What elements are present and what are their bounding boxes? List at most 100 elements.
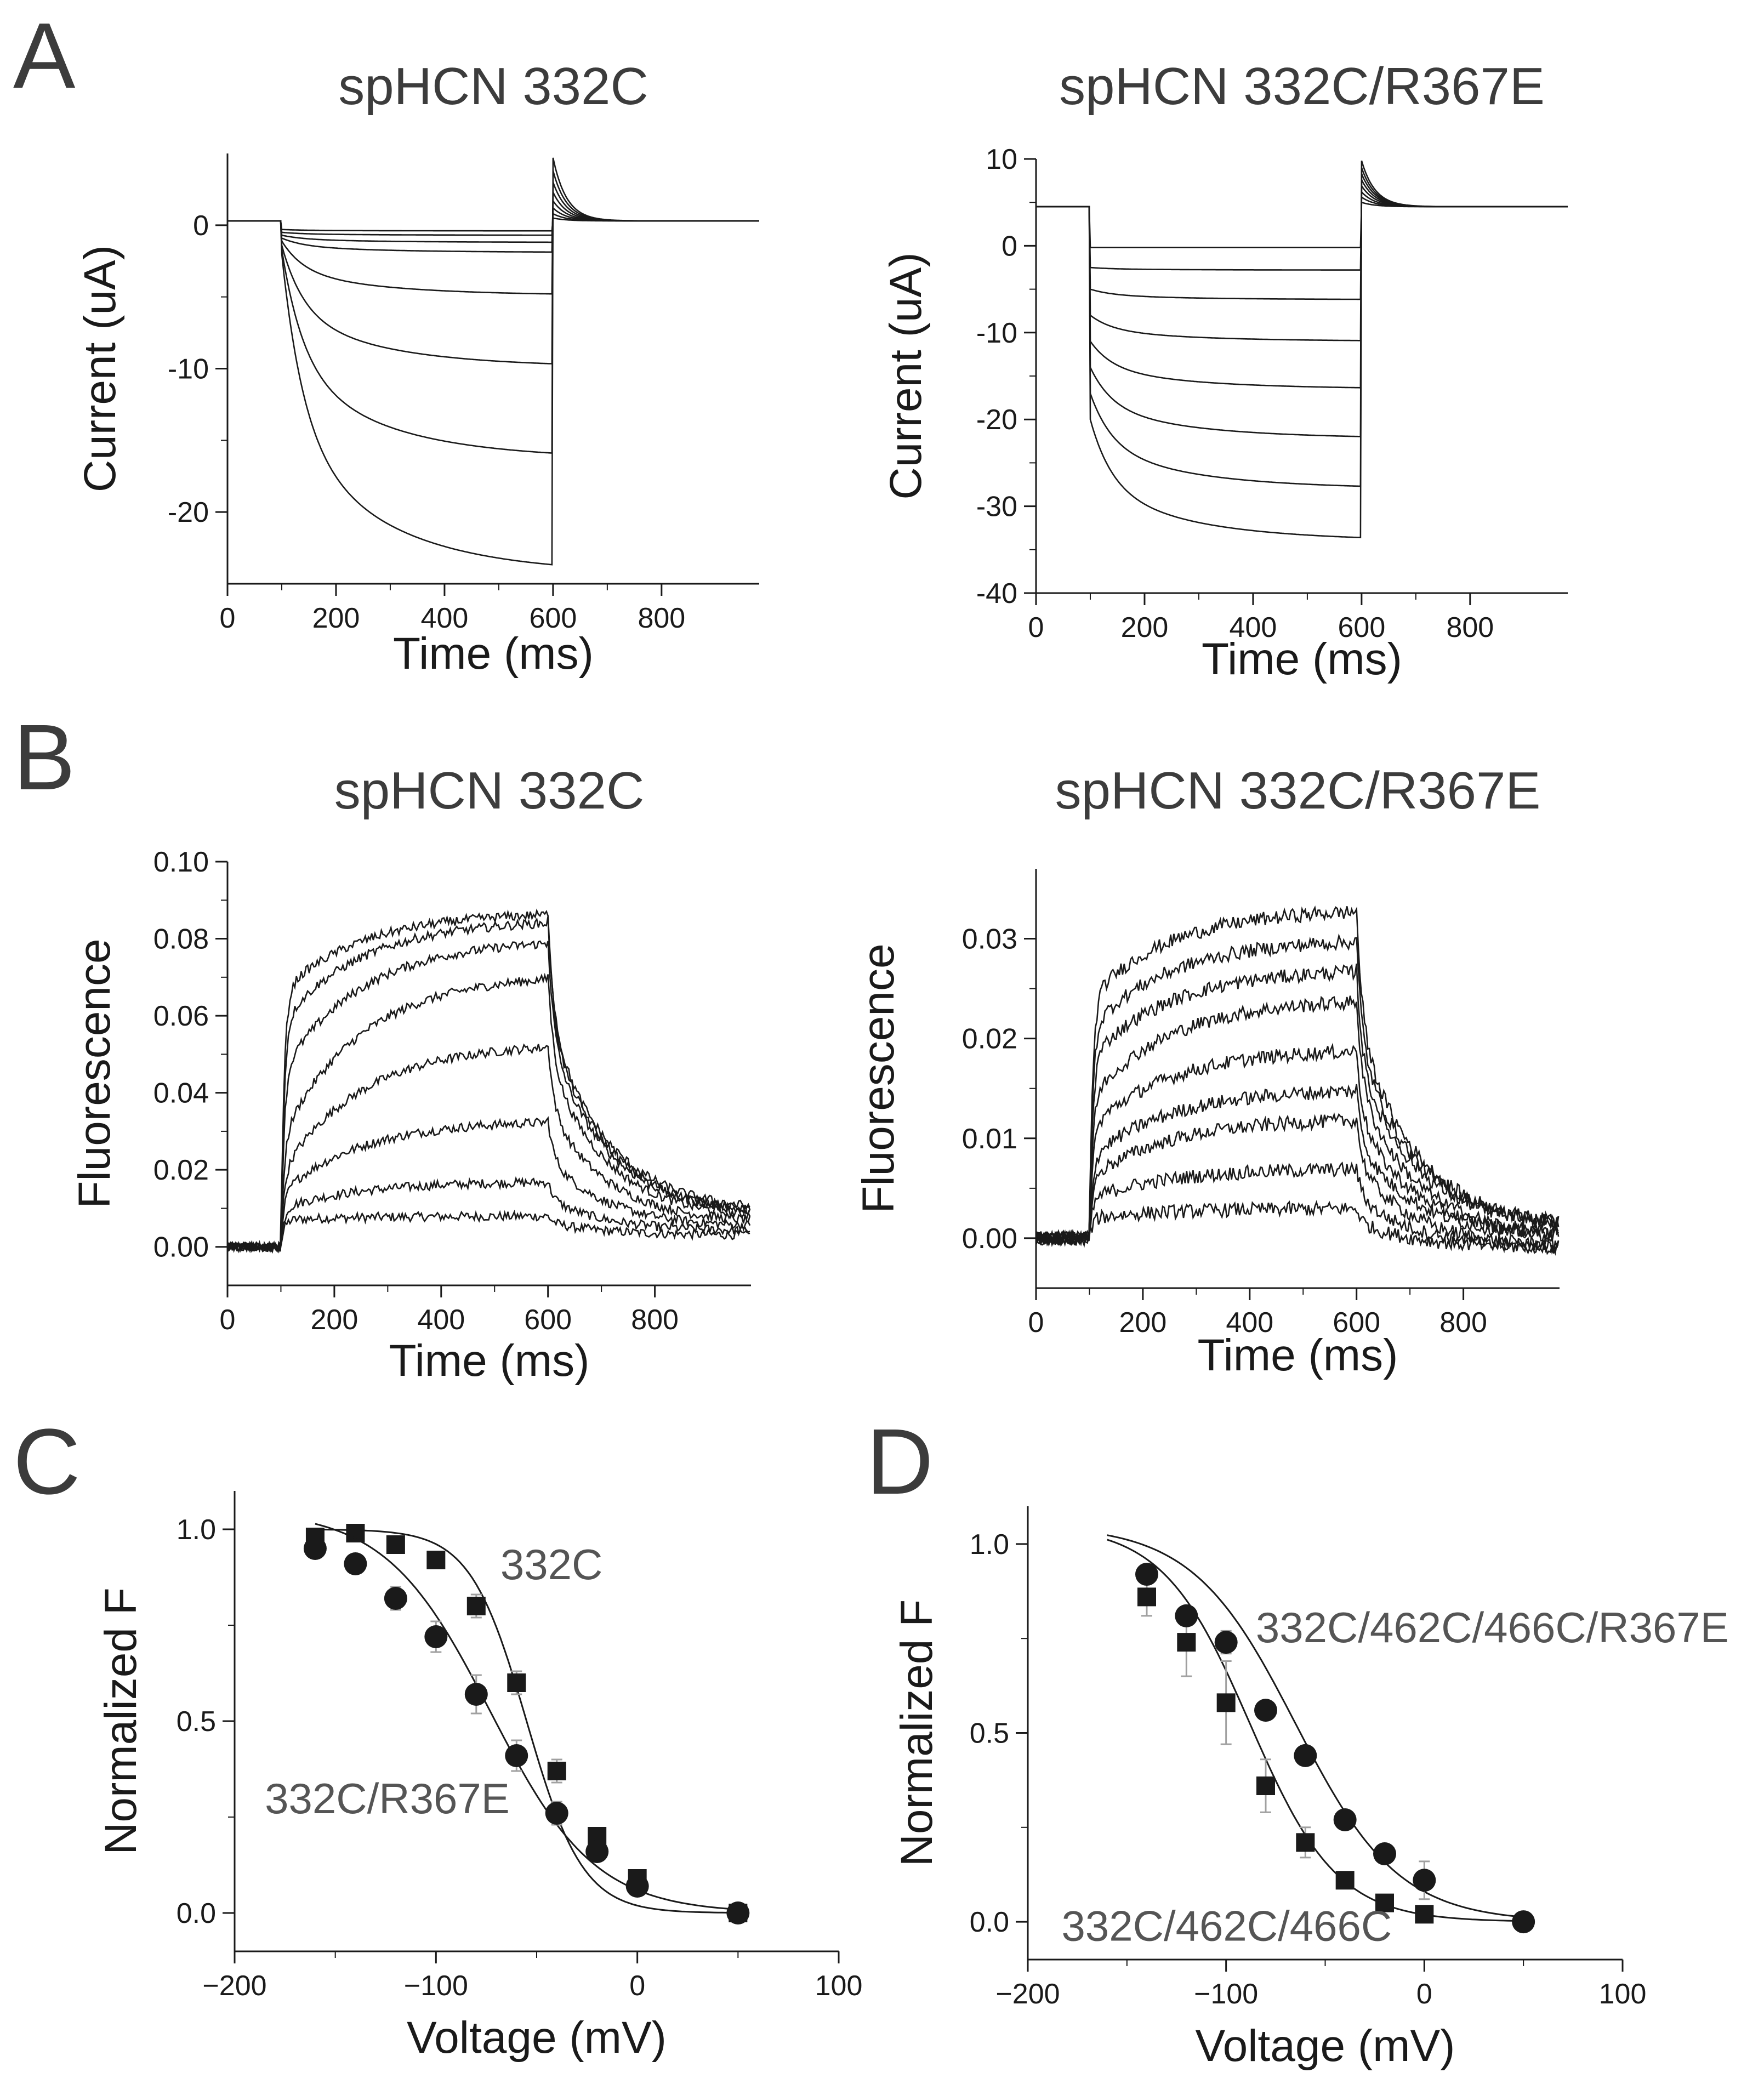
data-point-square (466, 1597, 486, 1615)
y-tick-label: 0.00 (153, 1232, 209, 1263)
x-tick-label: 800 (1446, 612, 1494, 644)
data-point-circle (1214, 1631, 1238, 1654)
data-point-square (1415, 1905, 1434, 1924)
data-point-circle (464, 1683, 488, 1706)
data-point-square (1375, 1893, 1394, 1912)
x-axis-label: Voltage (mV) (1196, 2021, 1455, 2071)
trace-line (227, 212, 759, 236)
y-tick-label: 0.04 (153, 1078, 209, 1109)
panel-letter-a: A (13, 4, 76, 108)
trace-line (227, 1116, 751, 1253)
y-tick-label: 0.00 (962, 1223, 1017, 1255)
y-tick-label: 0.5 (177, 1706, 216, 1738)
trace-line (226, 1176, 750, 1254)
x-tick-label: 600 (524, 1304, 572, 1336)
x-tick-label: 200 (311, 1304, 359, 1336)
x-axis-label: Time (ms) (1202, 634, 1402, 684)
trace-line (1036, 190, 1568, 300)
trace-line (226, 1209, 750, 1253)
x-tick-label: −100 (1194, 1978, 1258, 2010)
x-tick-label: 0 (629, 1970, 645, 2002)
series-annotation: 332C/462C/466C/R367E (1256, 1603, 1729, 1652)
chart-title: spHCN 332C (338, 57, 648, 116)
y-tick-label: 0.10 (153, 846, 209, 878)
y-tick-label: 10 (986, 144, 1017, 175)
data-point-square (386, 1535, 405, 1554)
fit-curve (1107, 1539, 1524, 1922)
trace-line (227, 916, 751, 1254)
x-tick-label: 0 (1028, 612, 1044, 644)
chart-b-left: 0 200 400 600 800 0.00 0.02 0.04 0.06 0.08 0.10 Tim… (70, 761, 751, 1386)
data-point-circle (1135, 1563, 1158, 1586)
data-point-circle (303, 1537, 327, 1560)
y-tick-label: 0.0 (970, 1906, 1009, 1938)
data-point-square (346, 1524, 365, 1542)
y-axis-label: Fluorescence (70, 938, 120, 1208)
data-point-square (1177, 1633, 1196, 1652)
y-tick-label: 0.02 (153, 1154, 209, 1186)
trace-line (1036, 183, 1568, 341)
series-annotation: 332C (500, 1540, 602, 1588)
data-point-circle (726, 1901, 750, 1924)
trace-line (1035, 995, 1560, 1247)
trace-line (227, 198, 759, 253)
data-point-circle (424, 1625, 448, 1648)
y-tick-label: -20 (976, 404, 1017, 436)
data-point-circle (1373, 1842, 1396, 1866)
y-axis-label: Normalized F (96, 1587, 146, 1855)
y-axis-label: Current (uA) (75, 245, 125, 492)
trace-line (226, 972, 751, 1253)
y-tick-label: 0.0 (177, 1898, 216, 1929)
y-tick-label: 0.08 (153, 924, 209, 955)
x-tick-label: −100 (404, 1970, 468, 2002)
y-tick-label: 0.03 (962, 924, 1017, 955)
data-point-circle (1413, 1869, 1436, 1892)
data-point-square (426, 1551, 446, 1569)
y-tick-label: 0 (1002, 230, 1017, 262)
data-point-circle (505, 1744, 528, 1767)
y-tick-label: -30 (976, 491, 1017, 523)
data-point-circle (1294, 1744, 1317, 1767)
x-tick-label: 600 (1333, 1307, 1380, 1339)
chart-c: −200 −100 0 100 0.0 0.5 1.0 Voltage (mV) Normali… (96, 1491, 862, 2063)
y-tick-label: -10 (976, 317, 1017, 349)
x-tick-label: 200 (1121, 612, 1169, 644)
x-tick-label: 800 (631, 1304, 679, 1336)
chart-a-left: 0 200 400 600 800 -20 -10 0 Time (ms) Current (uA… (75, 57, 759, 679)
data-point-square (1216, 1693, 1236, 1712)
trace-line (1035, 933, 1560, 1246)
trace-line (227, 192, 759, 295)
data-point-circle (1512, 1910, 1535, 1934)
y-tick-label: 1.0 (177, 1514, 216, 1546)
y-tick-label: 1.0 (970, 1529, 1009, 1561)
x-axis-label: Time (ms) (389, 1336, 590, 1386)
trace-line (1036, 201, 1568, 248)
x-tick-label: 400 (417, 1304, 465, 1336)
trace-line (227, 908, 751, 1254)
x-tick-label: 600 (529, 602, 577, 634)
chart-title: spHCN 332C/R367E (1055, 761, 1541, 820)
data-point-square (1335, 1871, 1355, 1890)
chart-b-right: 0 200 400 600 800 0.00 0.01 0.02 0.03 Time (ms) Fl… (853, 761, 1560, 1380)
data-point-circle (384, 1587, 407, 1610)
trace-line (1035, 1200, 1560, 1255)
data-point-circle (1254, 1699, 1277, 1722)
trace-line (1036, 196, 1568, 271)
trace-line (227, 217, 759, 232)
data-point-square (1137, 1587, 1156, 1607)
x-tick-label: 600 (1338, 612, 1385, 644)
x-tick-label: 800 (1439, 1307, 1487, 1339)
data-point-square (1296, 1833, 1315, 1852)
x-tick-label: 400 (1230, 612, 1277, 644)
trace-line (227, 181, 759, 365)
trace-line (1035, 1112, 1559, 1254)
y-tick-label: 0.5 (970, 1718, 1009, 1750)
y-axis-label: Fluorescence (853, 943, 903, 1213)
y-tick-label: -10 (168, 354, 209, 385)
fit-curve (315, 1523, 738, 1911)
panel-letter-c: C (13, 1410, 81, 1514)
data-point-circle (625, 1875, 649, 1898)
x-tick-label: 200 (312, 602, 360, 634)
trace-line (1036, 160, 1568, 539)
